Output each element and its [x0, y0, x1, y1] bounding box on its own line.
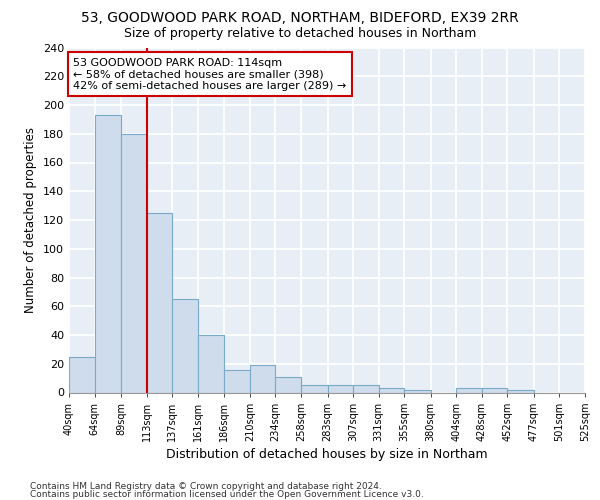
Bar: [275, 376, 301, 392]
Text: Contains HM Land Registry data © Crown copyright and database right 2024.: Contains HM Land Registry data © Crown c…: [30, 482, 382, 491]
Bar: [121, 134, 146, 392]
Text: 53 GOODWOOD PARK ROAD: 114sqm
← 58% of detached houses are smaller (398)
42% of : 53 GOODWOOD PARK ROAD: 114sqm ← 58% of d…: [73, 58, 347, 91]
Text: 53, GOODWOOD PARK ROAD, NORTHAM, BIDEFORD, EX39 2RR: 53, GOODWOOD PARK ROAD, NORTHAM, BIDEFOR…: [81, 11, 519, 25]
Y-axis label: Number of detached properties: Number of detached properties: [25, 127, 37, 313]
Text: Size of property relative to detached houses in Northam: Size of property relative to detached ho…: [124, 28, 476, 40]
Bar: [224, 370, 250, 392]
Text: Contains public sector information licensed under the Open Government Licence v3: Contains public sector information licen…: [30, 490, 424, 499]
Bar: [508, 390, 534, 392]
Bar: [404, 390, 431, 392]
Bar: [95, 115, 121, 392]
Bar: [482, 388, 508, 392]
Bar: [301, 386, 328, 392]
Bar: [456, 388, 482, 392]
Bar: [146, 213, 172, 392]
Bar: [328, 386, 353, 392]
Bar: [353, 386, 379, 392]
Bar: [69, 356, 95, 392]
Bar: [250, 365, 275, 392]
Bar: [379, 388, 404, 392]
X-axis label: Distribution of detached houses by size in Northam: Distribution of detached houses by size …: [166, 448, 488, 461]
Bar: [198, 335, 224, 392]
Bar: [172, 299, 198, 392]
